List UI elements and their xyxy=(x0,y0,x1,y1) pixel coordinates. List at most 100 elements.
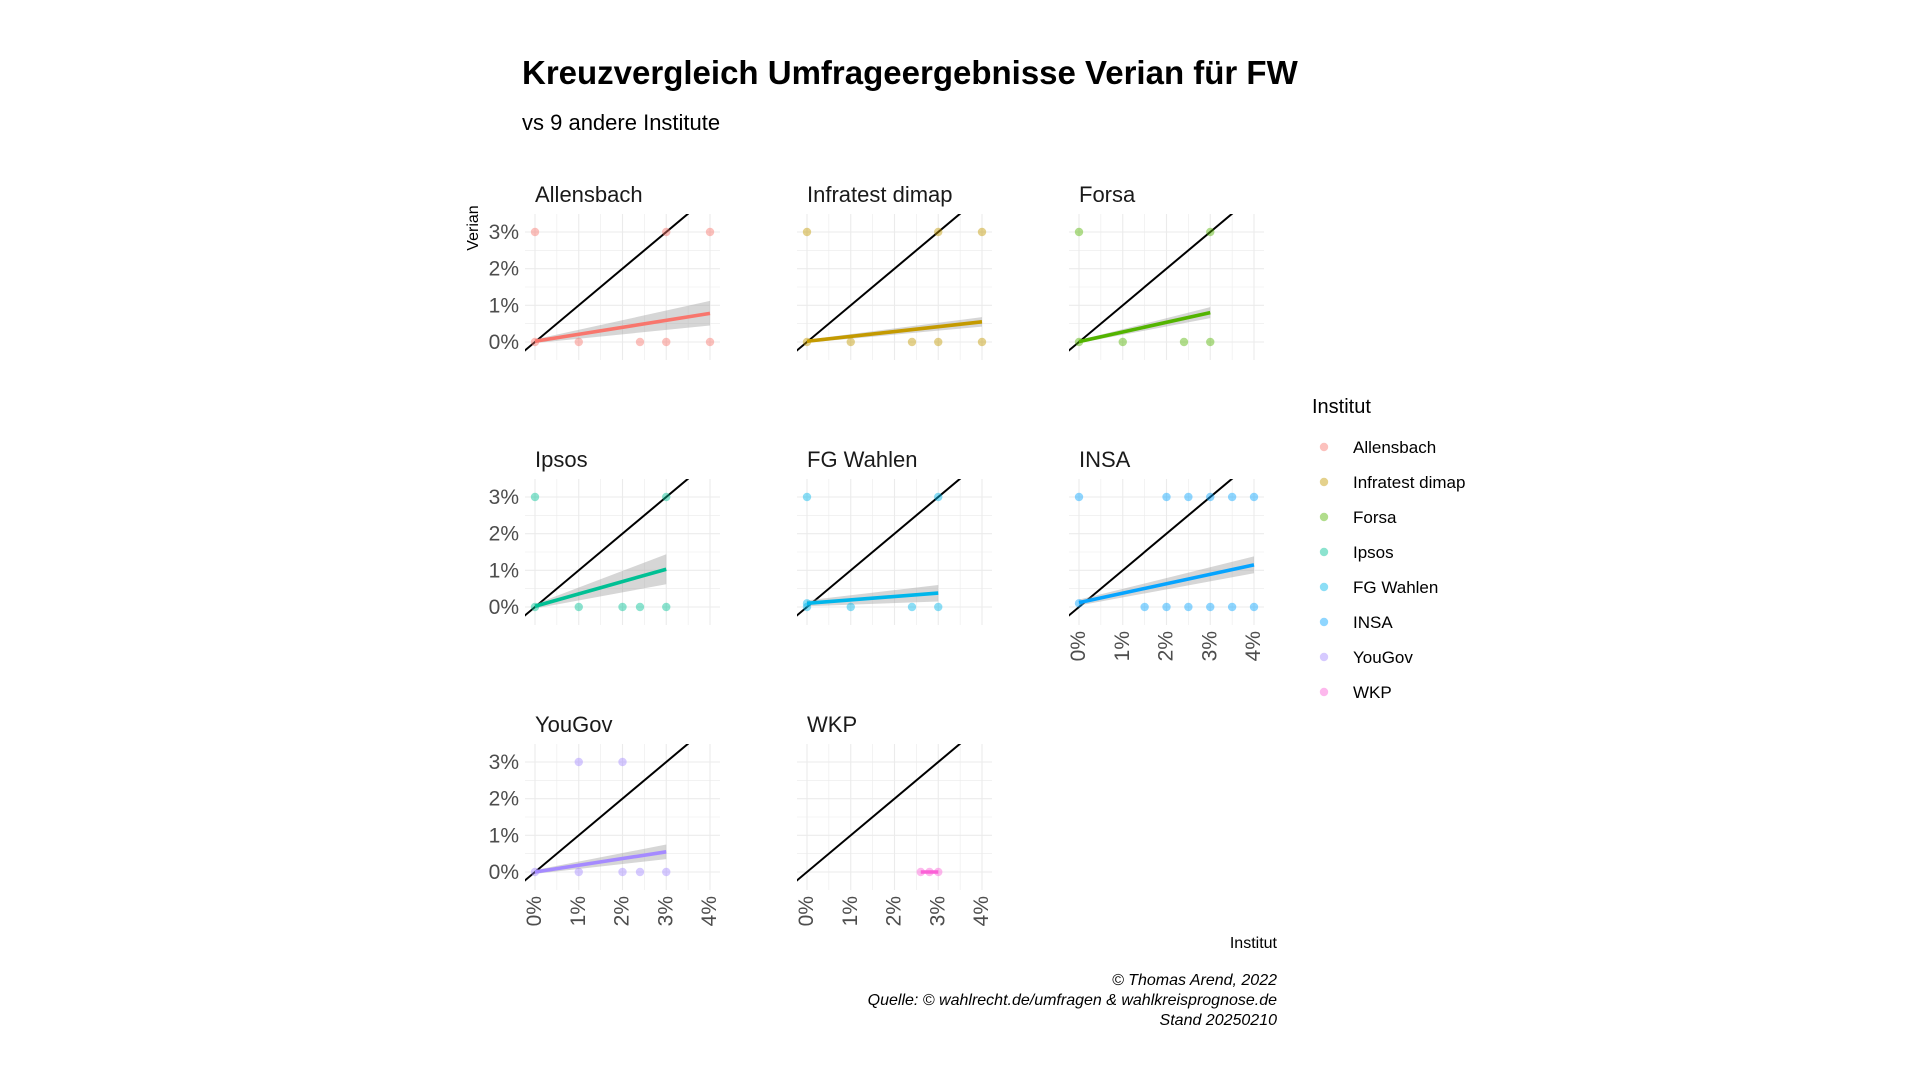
legend-label: YouGov xyxy=(1353,648,1413,667)
data-point xyxy=(705,227,715,237)
x-tick-label: 1% xyxy=(567,896,590,926)
data-point xyxy=(1179,337,1189,347)
data-point xyxy=(1249,492,1259,502)
data-point xyxy=(635,867,645,877)
panel-yougov: YouGov 0% 1% 2% 3% 0% 1% 2% 3% 4% xyxy=(489,712,721,926)
legend-label: FG Wahlen xyxy=(1353,578,1438,597)
chart-title: Kreuzvergleich Umfrageergebnisse Verian … xyxy=(522,54,1299,91)
data-point xyxy=(662,867,671,877)
x-tick-label: 3% xyxy=(926,896,949,926)
legend-key xyxy=(1319,477,1329,487)
x-tick-label: 4% xyxy=(970,896,993,926)
legend-key xyxy=(1319,617,1329,627)
caption-source: Quelle: © wahlrecht.de/umfragen & wahlkr… xyxy=(868,992,1277,1009)
x-tick-label: 0% xyxy=(1067,631,1090,661)
legend-label: Forsa xyxy=(1353,508,1397,527)
plot-area xyxy=(797,744,962,882)
data-point xyxy=(635,337,645,347)
plot-area xyxy=(525,744,690,882)
panel-title-infratest-dimap: Infratest dimap xyxy=(807,182,953,207)
data-point xyxy=(934,602,943,612)
data-point xyxy=(846,602,855,612)
x-tick-label: 0% xyxy=(795,896,818,926)
plot-area xyxy=(525,214,715,352)
panel-fg-wahlen: FG Wahlen xyxy=(797,447,992,625)
legend-item-forsa: Forsa xyxy=(1319,508,1397,527)
plot-area xyxy=(1069,479,1259,617)
panel-title-fg-wahlen: FG Wahlen xyxy=(807,447,917,472)
data-point xyxy=(574,867,583,877)
x-tick-label: 2% xyxy=(1155,631,1178,661)
reference-line xyxy=(797,744,962,882)
regression-line xyxy=(534,311,711,344)
data-point xyxy=(662,602,671,612)
x-tick-label: 1% xyxy=(839,896,862,926)
legend-item-fg-wahlen: FG Wahlen xyxy=(1319,578,1438,597)
y-axis-label: Verian xyxy=(465,205,482,250)
regression-line xyxy=(534,567,667,608)
data-point xyxy=(1074,492,1084,502)
data-point xyxy=(907,337,917,347)
y-tick-label: 1% xyxy=(489,294,519,317)
panel-title-allensbach: Allensbach xyxy=(535,182,643,207)
data-point xyxy=(574,602,583,612)
panel-title-yougov: YouGov xyxy=(535,712,612,737)
panel-title-ipsos: Ipsos xyxy=(535,447,588,472)
data-point xyxy=(574,337,583,347)
y-tick-label: 0% xyxy=(489,861,519,884)
reference-line xyxy=(525,479,690,617)
data-point xyxy=(530,227,540,237)
data-point xyxy=(1140,602,1149,612)
legend-key xyxy=(1319,652,1329,662)
legend-item-infratest-dimap: Infratest dimap xyxy=(1319,473,1465,492)
data-point xyxy=(705,337,715,347)
data-point xyxy=(934,337,943,347)
data-point xyxy=(934,492,943,502)
legend-key xyxy=(1319,512,1329,522)
x-tick-label: 3% xyxy=(654,896,677,926)
data-point xyxy=(1206,337,1215,347)
y-tick-label: 3% xyxy=(489,221,519,244)
legend-key xyxy=(1319,687,1329,697)
data-point xyxy=(1184,492,1193,502)
data-point xyxy=(618,602,627,612)
regression-line xyxy=(534,850,667,874)
data-point xyxy=(1227,602,1237,612)
reference-line xyxy=(1069,214,1234,352)
gridlines xyxy=(525,744,720,890)
panel-forsa: Forsa xyxy=(1069,182,1264,360)
data-point xyxy=(662,492,671,502)
data-point xyxy=(907,602,917,612)
regression-line xyxy=(806,320,983,344)
plot-area xyxy=(797,214,987,352)
panel-title-wkp: WKP xyxy=(807,712,857,737)
data-point xyxy=(977,227,987,237)
reference-line xyxy=(1069,479,1234,617)
data-point xyxy=(802,227,812,237)
y-tick-label: 2% xyxy=(489,258,519,281)
panel-wkp: WKP 0% 1% 2% 3% 4% xyxy=(795,712,993,926)
y-tick-label: 0% xyxy=(489,596,519,619)
gridlines xyxy=(1069,479,1264,625)
caption-copyright: © Thomas Arend, 2022 xyxy=(1112,972,1277,989)
chart-subtitle: vs 9 andere Institute xyxy=(522,110,720,135)
data-point xyxy=(1162,602,1171,612)
legend-label: Ipsos xyxy=(1353,543,1394,562)
y-tick-label: 2% xyxy=(489,523,519,546)
data-point xyxy=(846,337,855,347)
data-point xyxy=(1206,492,1215,502)
data-point xyxy=(934,227,943,237)
legend-item-insa: INSA xyxy=(1319,613,1393,632)
legend-title: Institut xyxy=(1312,396,1371,418)
x-tick-label: 2% xyxy=(611,896,634,926)
data-point xyxy=(1118,337,1127,347)
y-tick-label: 3% xyxy=(489,486,519,509)
panel-ipsos: Ipsos 0% 1% 2% 3% xyxy=(489,447,720,625)
regression-line xyxy=(1078,310,1211,344)
data-point xyxy=(618,867,627,877)
data-point xyxy=(574,757,583,767)
legend-label: Infratest dimap xyxy=(1353,473,1465,492)
data-point xyxy=(1206,602,1215,612)
data-point xyxy=(635,602,645,612)
reference-line xyxy=(525,214,690,352)
